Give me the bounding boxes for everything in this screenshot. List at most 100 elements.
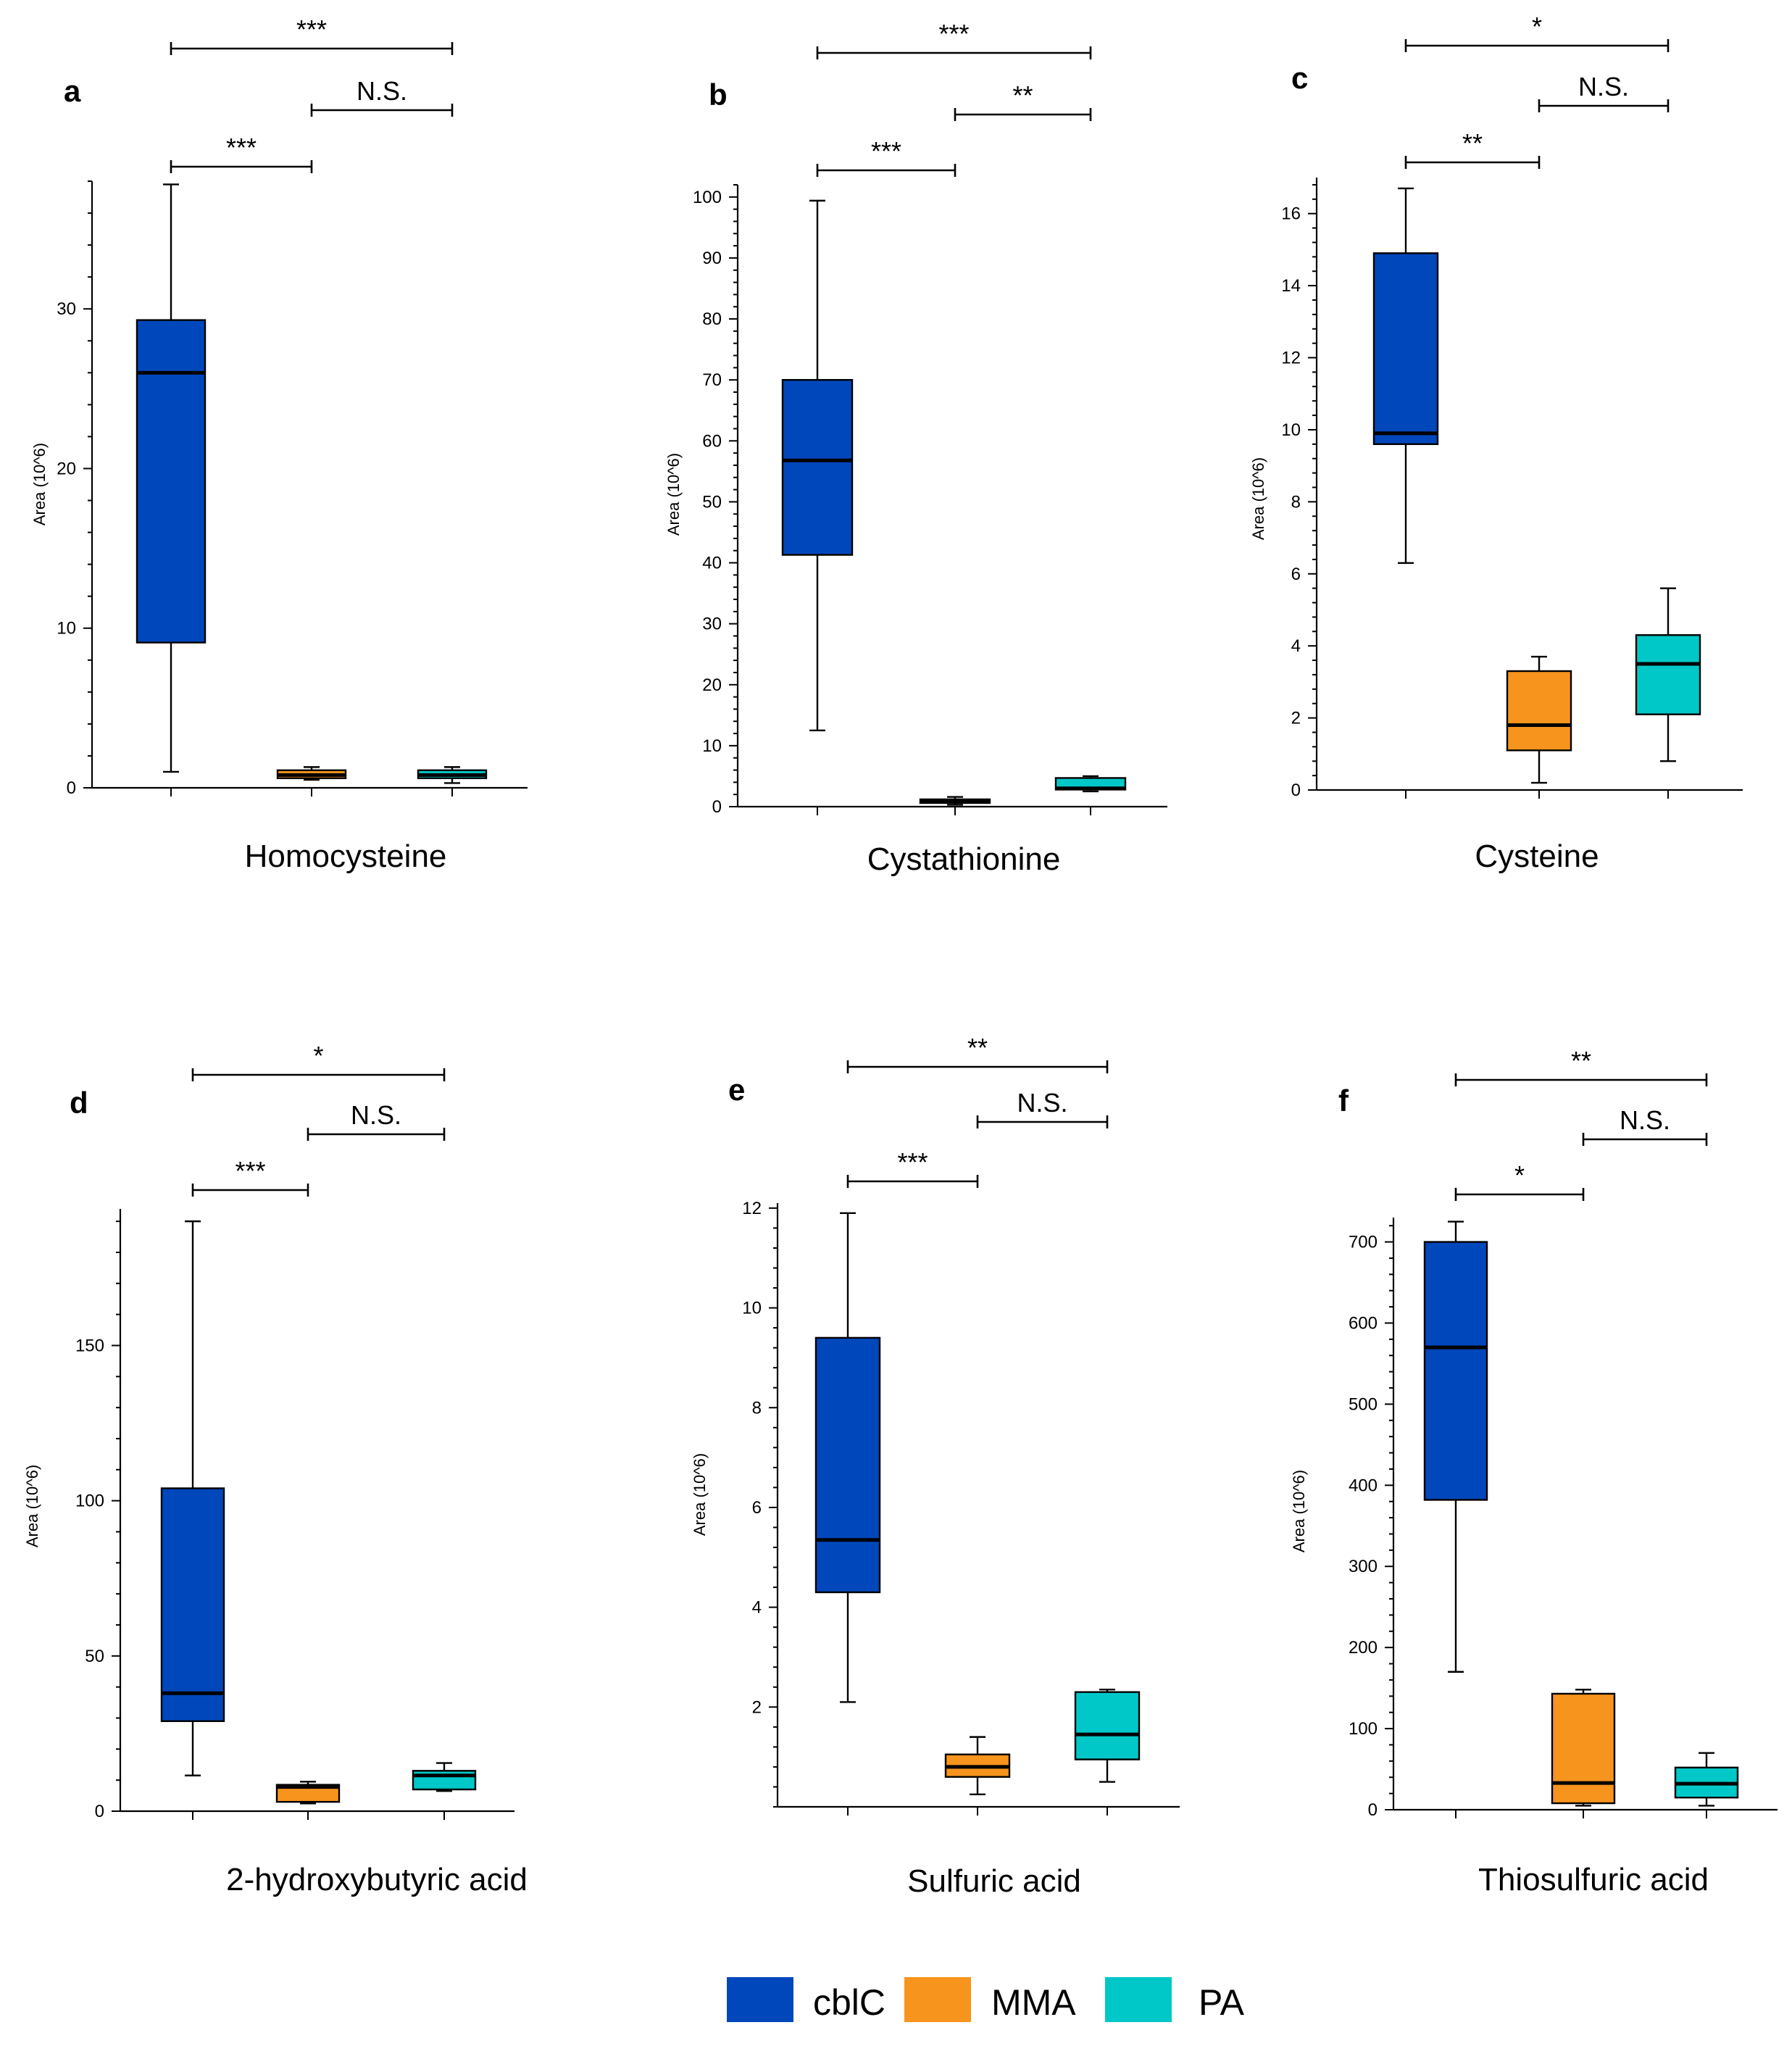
y-tick-label: 6 [752,1498,762,1518]
significance-bracket: * [191,1041,446,1081]
significance-bracket: *** [170,14,454,55]
bracket-line [1582,1133,1708,1146]
box-mma [1551,1689,1616,1807]
y-tick-label: 2 [1291,709,1301,728]
y-tick-label: 0 [95,1802,104,1821]
box-cblc [160,1220,225,1776]
x-axis-title: Homocysteine [245,839,447,874]
y-axis-title: Area (10^6) [23,1465,41,1547]
bracket-line [1454,1188,1585,1201]
x-axis-title: 2-hydroxybutyric acid [226,1862,528,1897]
significance-bracket: *** [191,1156,309,1197]
panel-e: e 2 4 6 8 10 12 Area (10^6) ** N.S. *** Sulfuric ac… [691,1033,1180,1899]
significance-bracket: ** [1404,128,1541,169]
y-tick-label: 20 [57,459,76,478]
bracket-line [1538,99,1670,112]
y-tick-label: 8 [752,1398,762,1418]
y-tick-label: 600 [1349,1313,1378,1333]
significance-bracket: ** [954,80,1092,121]
y-tick-label: 4 [752,1598,762,1618]
box-pa [1054,775,1127,793]
y-tick-label: 0 [712,797,722,817]
significance-label: N.S. [351,1100,401,1130]
significance-label: ** [1462,128,1483,158]
x-axis-title: Cysteine [1475,839,1599,874]
significance-label: *** [897,1147,928,1177]
significance-label: N.S. [357,76,407,106]
panel-a: a 0 10 20 30 Area (10^6) *** N.S. *** Homocystein… [30,14,528,874]
y-tick-label: 100 [693,188,722,207]
significance-label: ** [967,1033,988,1062]
x-axis-title: Sulfuric acid [907,1863,1081,1899]
panel-letter: b [709,78,728,112]
bracket-line [846,1060,1109,1073]
y-tick-label: 50 [702,492,722,512]
y-tick-label: 12 [1281,349,1301,368]
legend-swatch-pa [1105,1977,1172,2022]
legend-label-mma: MMA [991,1982,1076,2023]
panel-letter: a [64,74,81,108]
panel-letter: d [70,1086,88,1120]
y-tick-label: 100 [75,1492,104,1511]
significance-bracket: *** [846,1147,979,1188]
panel-f: f 0 100 200 300 400 500 600 700 Area (10^6) ** N.S.… [1290,1046,1778,1897]
box-cblc [136,183,207,773]
iqr-box [275,1784,341,1803]
box-mma [276,766,347,781]
y-tick-label: 150 [75,1336,104,1355]
panel-d: d 0 50 100 150 Area (10^6) * N.S. *** 2-hydroxybu… [23,1041,528,1897]
bracket-line [170,160,313,173]
legend-label-cblc: cblC [813,1982,885,2023]
box-mma [1506,655,1572,784]
y-tick-label: 100 [1349,1719,1378,1739]
y-tick-label: 20 [702,675,722,695]
legend-swatch-mma [904,1977,971,2022]
x-axis-title: Thiosulfuric acid [1478,1862,1709,1897]
box-cblc [781,199,854,732]
y-tick-label: 2 [752,1697,762,1717]
iqr-box [412,1770,477,1791]
iqr-box [1551,1692,1616,1805]
significance-label: * [1532,12,1542,41]
significance-label: N.S. [1620,1105,1670,1135]
y-tick-label: 40 [702,554,722,573]
significance-label: *** [226,133,257,162]
significance-bracket: N.S. [976,1088,1109,1128]
y-tick-label: 30 [702,615,722,634]
panel-c: c 0 2 4 6 8 10 12 14 16 Area (10^6) * N.S. ** Cysteine [1249,12,1743,874]
iqr-box [814,1336,881,1594]
bracket-line [307,1128,446,1141]
y-tick-label: 0 [1291,781,1301,800]
y-tick-label: 6 [1291,565,1301,584]
significance-label: * [313,1041,323,1070]
y-tick-label: 10 [57,619,76,639]
bracket-line [310,104,454,117]
y-tick-label: 14 [1281,276,1301,296]
y-tick-label: 50 [85,1647,104,1666]
y-tick-label: 10 [742,1299,762,1318]
significance-bracket: *** [816,136,957,177]
iqr-box [1074,1691,1141,1760]
panel-letter: c [1291,61,1308,95]
box-mma [944,1736,1011,1795]
y-tick-label: 80 [702,309,722,329]
y-tick-label: 10 [702,736,722,756]
y-tick-label: 400 [1349,1476,1378,1495]
significance-bracket: ** [1454,1046,1708,1086]
bracket-line [816,164,957,177]
significance-bracket: ** [846,1033,1109,1073]
bracket-line [976,1115,1109,1128]
y-tick-label: 70 [702,370,722,390]
bracket-line [1404,156,1541,169]
y-tick-label: 10 [1281,420,1301,440]
iqr-box [160,1487,225,1722]
x-axis-title: Cystathionine [867,841,1061,877]
bracket-line [191,1184,309,1197]
iqr-box [1372,252,1439,446]
iqr-box [1635,634,1701,715]
legend-swatch-cblc [727,1977,793,2022]
y-tick-label: 12 [742,1199,762,1218]
bracket-line [954,108,1092,121]
box-cblc [814,1212,881,1703]
